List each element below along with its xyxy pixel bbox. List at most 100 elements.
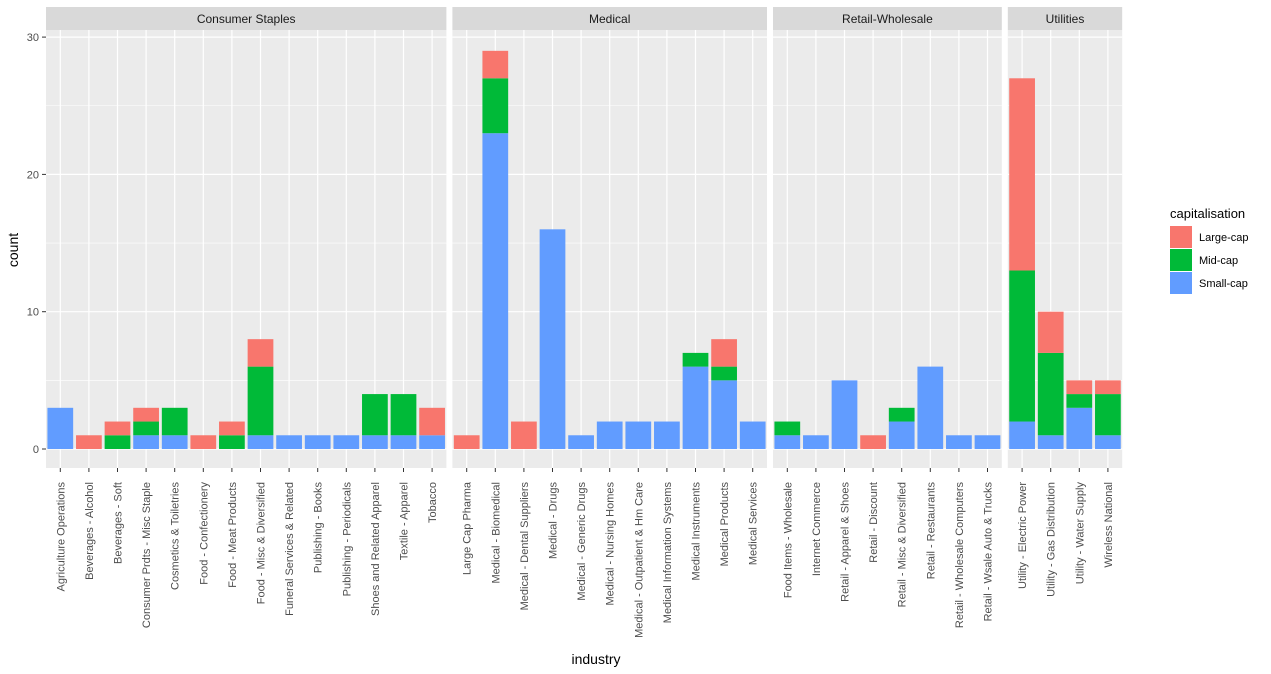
bar-utility-water-supply-small-cap [1066,407,1093,449]
facet-medical: Medical Large Cap Pharma Medical - Biomedi… [452,7,767,638]
legend-swatch-large-cap [1170,226,1192,248]
x-tick-label: Medical Products [719,482,731,567]
bar-food-misc-diversified-large-cap [247,339,274,367]
x-tick-label: Retail - Apparel & Shoes [840,482,852,602]
x-tick-label: Food - Meat Products [227,482,239,588]
bar-food-confectionery-large-cap [190,435,217,449]
bar-large-cap-pharma-large-cap [453,435,480,449]
x-axis-title: industry [571,651,620,667]
x-tick-label: Retail - Wholesale Computers [954,482,966,629]
facet-utilities: Utilities Utility - Electric Power Utility… [1007,7,1123,597]
bar-wireless-national-large-cap [1095,380,1121,395]
bar-shoes-and-related-apparel-mid-cap [362,394,388,436]
x-tick-label: Food - Confectionery [198,482,210,585]
bar-tobacco-small-cap [419,435,445,449]
bar-utility-gas-distribution-mid-cap [1037,352,1064,436]
legend-label-mid-cap: Mid-cap [1199,255,1238,267]
bar-medical-products-mid-cap [711,366,737,381]
bar-utility-water-supply-large-cap [1066,380,1093,395]
bar-funeral-services-related-small-cap [276,435,302,449]
x-tick-label: Retail - Misc & Diversified [897,482,909,607]
x-tick-label: Beverages - Soft [113,482,125,564]
x-tick-label: Utility - Gas Distribution [1046,482,1058,597]
x-tick-label: Utility - Electric Power [1017,482,1029,589]
y-tick-label: 10 [27,307,39,319]
bar-textile-apparel-mid-cap [390,394,417,436]
x-tick-label: Large Cap Pharma [462,481,474,575]
legend-title: capitalisation [1170,206,1245,221]
x-tick-label: Textile - Apparel [399,482,411,560]
bar-retail-misc-diversified-mid-cap [888,407,915,422]
x-tick-label: Funeral Services & Related [284,482,296,616]
x-tick-label: Internet Commerce [811,482,823,576]
facet-strip [773,7,1002,30]
bar-food-items-wholesale-small-cap [774,435,801,449]
bar-medical-products-small-cap [711,380,737,449]
y-tick-label: 20 [27,169,39,181]
bar-utility-gas-distribution-large-cap [1037,311,1064,353]
x-tick-label: Consumer Prdts - Misc Staple [141,482,153,628]
bar-food-misc-diversified-mid-cap [247,366,274,436]
facet-strip-label: Retail-Wholesale [842,12,933,26]
x-tick-label: Publishing - Periodicals [341,482,353,597]
bar-food-meat-products-mid-cap [219,435,245,449]
x-tick-label: Shoes and Related Apparel [370,482,382,616]
bar-wireless-national-mid-cap [1095,394,1121,436]
bar-food-misc-diversified-small-cap [247,435,274,449]
bar-medical-dental-suppliers-large-cap [511,421,537,449]
facet-panels: Consumer Staples Agriculture Operations Be… [46,7,1123,638]
bar-publishing-books-small-cap [304,435,331,449]
bar-medical-information-systems-small-cap [654,421,680,449]
x-tick-label: Food - Misc & Diversified [256,482,268,604]
legend-swatch-mid-cap [1170,249,1192,271]
bar-food-meat-products-large-cap [219,421,245,436]
bar-utility-electric-power-mid-cap [1009,270,1035,422]
legend-label-small-cap: Small-cap [1199,278,1248,290]
x-tick-label: Medical Instruments [691,482,703,581]
x-tick-label: Medical - Drugs [548,482,560,560]
bar-beverages-alcohol-large-cap [76,435,102,449]
bar-utility-water-supply-mid-cap [1066,394,1093,408]
x-tick-label: Medical - Nursing Homes [605,482,617,606]
bar-medical-instruments-mid-cap [682,352,709,367]
facet-strip [1007,7,1123,30]
bar-beverages-soft-large-cap [104,421,131,436]
bar-medical-drugs-small-cap [539,229,566,449]
x-tick-label: Medical - Generic Drugs [576,482,588,601]
x-tick-label: Utility - Water Supply [1074,482,1086,585]
x-tick-label: Medical Services [748,482,760,566]
bar-internet-commerce-small-cap [803,435,829,449]
x-tick-label: Agriculture Operations [55,482,67,592]
bar-agriculture-operations-small-cap [47,407,74,449]
x-tick-label: Retail - Discount [868,482,880,563]
x-tick-label: Tobacco [427,482,439,523]
facet-strip-label: Consumer Staples [197,12,296,26]
facet-strip [452,7,767,30]
bar-retail-apparel-shoes-small-cap [831,380,858,449]
bar-medical-outpatient-hm-care-small-cap [625,421,652,449]
x-tick-label: Medical Information Systems [662,482,674,624]
bar-tobacco-large-cap [419,407,445,436]
bar-publishing-periodicals-small-cap [333,435,360,449]
facet-strip [46,7,447,30]
panel-background [773,30,1002,468]
facet-strip-label: Medical [589,12,630,26]
y-axis-title: count [5,233,21,267]
x-tick-label: Medical - Biomedical [490,482,502,583]
bar-utility-gas-distribution-small-cap [1037,435,1064,449]
bar-medical-biomedical-small-cap [482,133,509,449]
facet-strip-label: Utilities [1046,12,1085,26]
bar-medical-biomedical-large-cap [482,50,509,79]
bar-consumer-prdts-misc-staple-large-cap [133,407,159,422]
legend: capitalisation Large-cap Mid-cap Small-cap [1170,206,1249,294]
bar-medical-nursing-homes-small-cap [596,421,623,449]
x-tick-label: Publishing - Books [313,482,325,574]
x-tick-label: Cosmetics & Toiletries [170,482,182,590]
bar-medical-services-small-cap [739,421,766,449]
legend-swatch-small-cap [1170,272,1192,294]
bar-retail-wsale-auto-trucks-small-cap [974,435,1001,449]
legend-label-large-cap: Large-cap [1199,232,1249,244]
facet-consumer-staples: Consumer Staples Agriculture Operations Be… [46,7,447,628]
bar-cosmetics-toiletries-small-cap [161,435,188,449]
x-tick-label: Wireless National [1103,482,1115,568]
